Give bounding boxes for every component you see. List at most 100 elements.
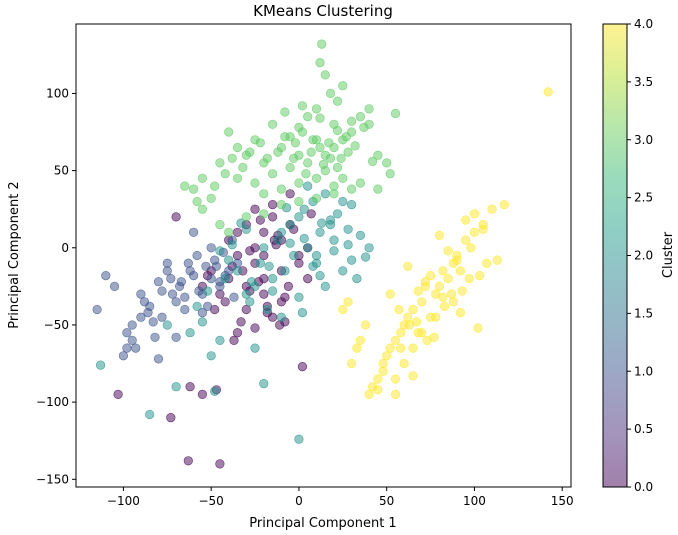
data-point-cluster-1	[122, 328, 132, 338]
data-point-cluster-3	[343, 147, 353, 157]
data-point-cluster-0	[171, 212, 181, 222]
data-point-cluster-3	[294, 178, 304, 188]
data-point-cluster-2	[197, 317, 207, 327]
data-point-cluster-0	[215, 289, 225, 299]
data-point-cluster-1	[136, 289, 146, 299]
data-point-cluster-0	[232, 328, 243, 338]
data-point-cluster-1	[131, 343, 141, 353]
data-point-cluster-4	[413, 328, 423, 338]
data-point-cluster-3	[241, 212, 251, 222]
data-point-cluster-0	[250, 204, 260, 214]
data-point-cluster-3	[311, 104, 322, 114]
data-point-cluster-4	[455, 266, 466, 276]
data-point-cluster-1	[194, 286, 204, 296]
data-point-cluster-3	[197, 204, 207, 214]
data-point-cluster-3	[324, 138, 334, 148]
data-point-cluster-3	[390, 108, 401, 119]
data-point-cluster-2	[315, 227, 325, 237]
data-point-cluster-2	[162, 320, 172, 330]
data-point-cluster-1	[206, 274, 216, 284]
data-point-cluster-4	[347, 358, 357, 369]
data-point-cluster-1	[171, 297, 181, 307]
data-point-cluster-4	[399, 358, 409, 369]
data-point-cluster-3	[325, 153, 336, 163]
data-point-cluster-0	[232, 227, 243, 237]
data-point-cluster-0	[185, 382, 195, 392]
data-point-cluster-0	[236, 317, 246, 327]
data-point-cluster-4	[426, 271, 436, 281]
data-point-cluster-3	[259, 189, 269, 199]
data-point-cluster-1	[167, 289, 178, 299]
data-point-cluster-2	[352, 274, 362, 284]
data-point-cluster-3	[276, 200, 287, 210]
data-point-cluster-3	[373, 150, 383, 160]
data-point-cluster-3	[273, 147, 283, 157]
y-tick-label: −150	[36, 472, 69, 486]
data-point-cluster-3	[220, 169, 230, 179]
data-point-cluster-2	[224, 255, 234, 265]
x-tick-label: −50	[198, 494, 223, 508]
data-point-cluster-3	[197, 173, 207, 183]
data-point-cluster-3	[359, 122, 369, 132]
data-point-cluster-3	[285, 162, 295, 173]
data-point-cluster-1	[92, 304, 102, 315]
data-point-cluster-0	[268, 212, 278, 222]
data-point-cluster-3	[206, 193, 216, 203]
data-point-cluster-4	[434, 230, 445, 240]
data-point-cluster-2	[320, 189, 330, 199]
data-point-cluster-4	[461, 235, 471, 245]
data-point-cluster-3	[301, 169, 311, 179]
data-point-cluster-2	[332, 209, 343, 219]
data-point-cluster-1	[180, 292, 190, 302]
data-point-cluster-1	[101, 271, 111, 281]
data-point-cluster-1	[201, 261, 211, 271]
data-point-cluster-1	[183, 258, 193, 268]
data-point-cluster-3	[325, 88, 336, 98]
data-point-cluster-0	[113, 389, 123, 400]
data-point-cluster-2	[317, 218, 327, 228]
data-point-cluster-3	[294, 196, 304, 207]
data-point-cluster-0	[232, 250, 243, 261]
colorbar	[603, 24, 627, 487]
data-point-cluster-3	[315, 142, 325, 153]
data-point-cluster-2	[297, 308, 308, 318]
data-point-cluster-2	[206, 351, 216, 361]
data-point-cluster-1	[145, 301, 155, 312]
data-point-cluster-0	[241, 304, 251, 315]
data-point-cluster-4	[434, 281, 445, 292]
scatter-points	[92, 39, 553, 469]
data-point-cluster-2	[246, 277, 257, 287]
data-point-cluster-2	[255, 258, 265, 268]
data-point-cluster-2	[95, 360, 106, 370]
data-point-cluster-2	[355, 230, 366, 240]
data-point-cluster-1	[153, 277, 164, 287]
data-point-cluster-4	[408, 371, 418, 381]
data-point-cluster-4	[361, 320, 371, 330]
data-point-cluster-4	[408, 343, 418, 353]
plot-area-frame	[75, 23, 572, 488]
data-point-cluster-4	[390, 335, 401, 346]
data-point-cluster-2	[311, 250, 322, 261]
data-point-cluster-3	[350, 141, 360, 151]
data-point-cluster-4	[413, 286, 423, 296]
data-point-cluster-1	[171, 332, 181, 342]
data-point-cluster-3	[347, 184, 357, 194]
x-tick-label: 0	[295, 494, 303, 508]
y-tick-label: −100	[36, 395, 69, 409]
data-point-cluster-2	[299, 204, 309, 214]
data-point-cluster-1	[136, 312, 146, 322]
data-point-cluster-3	[250, 178, 260, 188]
data-point-cluster-1	[229, 292, 239, 302]
data-point-cluster-3	[210, 181, 220, 191]
data-point-cluster-4	[440, 301, 450, 312]
data-point-cluster-1	[176, 277, 186, 287]
data-point-cluster-1	[211, 261, 221, 271]
data-point-cluster-0	[306, 209, 316, 219]
y-axis-ticks: −150 −100 −50 0 50 100	[36, 86, 76, 486]
data-point-cluster-2	[347, 255, 357, 265]
data-point-cluster-4	[452, 255, 462, 265]
data-point-cluster-4	[338, 304, 348, 315]
data-point-cluster-1	[203, 301, 213, 312]
data-point-cluster-3	[224, 227, 234, 237]
